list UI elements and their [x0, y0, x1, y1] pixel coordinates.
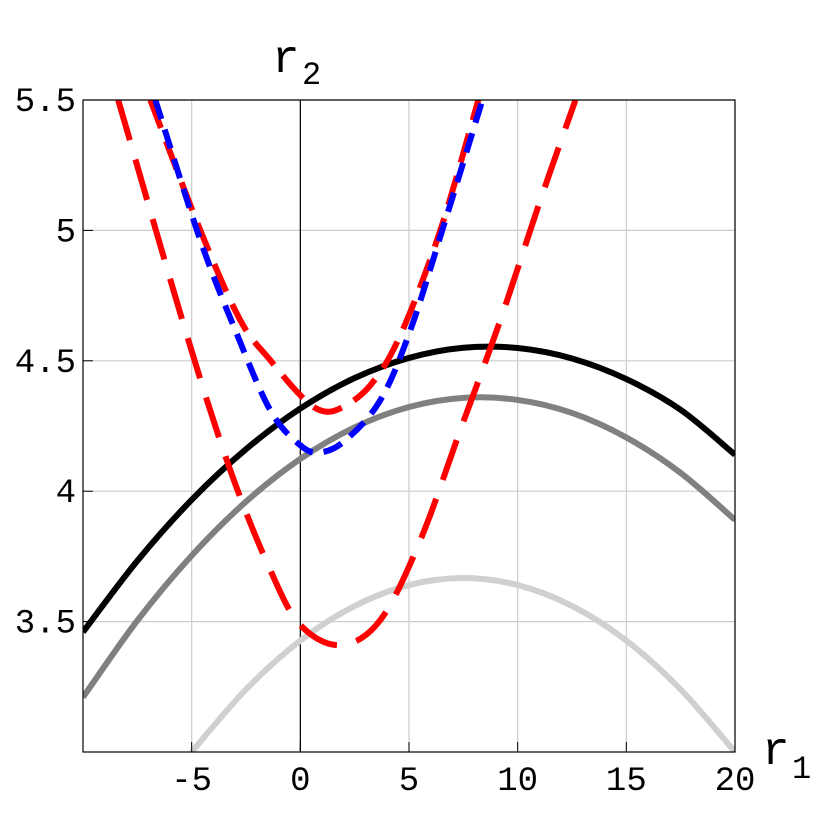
y-axis-label-sub: 2 [302, 57, 321, 94]
y-tick-label: 4 [56, 475, 76, 513]
x-tick-label: 20 [715, 763, 756, 801]
y-tick-label: 5.5 [15, 84, 76, 122]
x-axis-label: r [762, 726, 790, 778]
x-axis-label-sub: 1 [792, 751, 811, 788]
x-tick-label: 0 [290, 763, 310, 801]
x-tick-label: 10 [497, 763, 538, 801]
x-tick-label: 15 [606, 763, 647, 801]
curve [152, 100, 486, 456]
curve [147, 100, 482, 415]
y-tick-label: 3.5 [15, 606, 76, 644]
y-tick-label: 5 [56, 214, 76, 252]
y-axis-label: r [272, 34, 300, 86]
curve [189, 575, 735, 752]
curve [83, 343, 735, 634]
plot-area [83, 100, 735, 752]
curve [83, 394, 735, 699]
grid [83, 99, 736, 752]
x-tick-label: 5 [399, 763, 419, 801]
curve [115, 100, 579, 649]
x-tick-label: -5 [171, 763, 212, 801]
y-tick-label: 4.5 [15, 345, 76, 383]
